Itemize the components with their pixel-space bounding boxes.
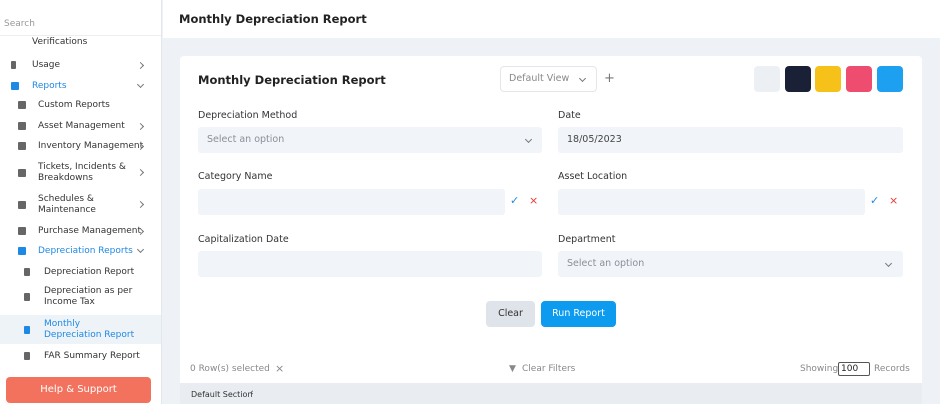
search-input[interactable]: Search <box>4 19 35 29</box>
menu-item-active[interactable]: Monthly Depreciation Report <box>0 315 161 344</box>
clear-button[interactable]: Clear <box>486 301 535 327</box>
menu-label: Asset Management <box>38 121 125 131</box>
run-button[interactable]: Run Report <box>541 301 616 327</box>
download-button[interactable] <box>815 66 841 92</box>
field-label: Asset Location <box>558 171 628 182</box>
field-label: Depreciation Method <box>198 110 298 121</box>
showing-label: Showing <box>800 364 839 374</box>
category-input[interactable] <box>198 189 505 215</box>
records-label: Records <box>874 364 910 374</box>
page-size-select[interactable]: 100 <box>838 362 870 376</box>
field-label: Category Name <box>198 171 273 182</box>
department-select[interactable]: Select an option <box>558 251 903 277</box>
menu-label: Schedules & Maintenance <box>38 194 96 215</box>
menu-label: Tickets, Incidents & Breakdowns <box>38 162 126 183</box>
section-label: Default Section <box>191 390 253 399</box>
page-title: Monthly Depreciation Report <box>179 12 367 26</box>
date-input[interactable]: 18/05/2023 <box>558 127 903 153</box>
collapse-icon[interactable]: ‹ <box>250 388 254 398</box>
clear-filters[interactable]: Clear Filters <box>522 364 576 374</box>
menu-label: Monthly Depreciation Report <box>44 319 135 340</box>
capitalization-input[interactable] <box>198 251 542 277</box>
divider <box>0 35 161 36</box>
help-button[interactable]: Help & Support <box>6 377 151 403</box>
rows-selected: 0 Row(s) selected <box>190 364 270 374</box>
cancel-icon[interactable]: × <box>889 194 899 207</box>
add-view[interactable]: + <box>604 71 615 86</box>
menu-label: FAR Summary Report <box>44 351 140 361</box>
confirm-icon[interactable]: ✓ <box>870 194 880 207</box>
menu-label: Depreciation Report <box>44 267 135 277</box>
menu-label: Usage <box>32 60 61 70</box>
top-bar: Monthly Depreciation Report <box>163 0 940 38</box>
section-bar <box>180 383 922 404</box>
field-label: Capitalization Date <box>198 234 289 245</box>
confirm-icon[interactable]: ✓ <box>510 194 520 207</box>
filter-icon: ▼ <box>509 364 516 374</box>
menu-label: Inventory Management <box>38 141 144 151</box>
menu-label: Purchase Management <box>38 226 142 236</box>
menu-label: Reports <box>32 81 67 91</box>
menu-label: Depreciation Reports <box>38 246 133 256</box>
cancel-icon[interactable]: × <box>529 194 539 207</box>
pdf-button[interactable] <box>785 66 811 92</box>
field-label: Date <box>558 110 581 121</box>
location-input[interactable] <box>558 189 865 215</box>
method-select[interactable]: Select an option <box>198 127 542 153</box>
report-card <box>180 56 922 404</box>
menu-button[interactable] <box>877 66 903 92</box>
menu-label: Depreciation as per Income Tax <box>44 286 133 307</box>
menu-label: Custom Reports <box>38 100 110 110</box>
report-title: Monthly Depreciation Report <box>198 73 386 87</box>
sidebar: Search Verifications Usage Reports Custo… <box>0 0 162 404</box>
field-label: Department <box>558 234 616 245</box>
code-button[interactable] <box>754 66 780 92</box>
refresh-button[interactable] <box>846 66 872 92</box>
clear-selection[interactable]: × <box>275 362 285 375</box>
menu-item[interactable]: Verifications <box>32 37 88 45</box>
view-select[interactable]: Default View <box>500 66 597 92</box>
